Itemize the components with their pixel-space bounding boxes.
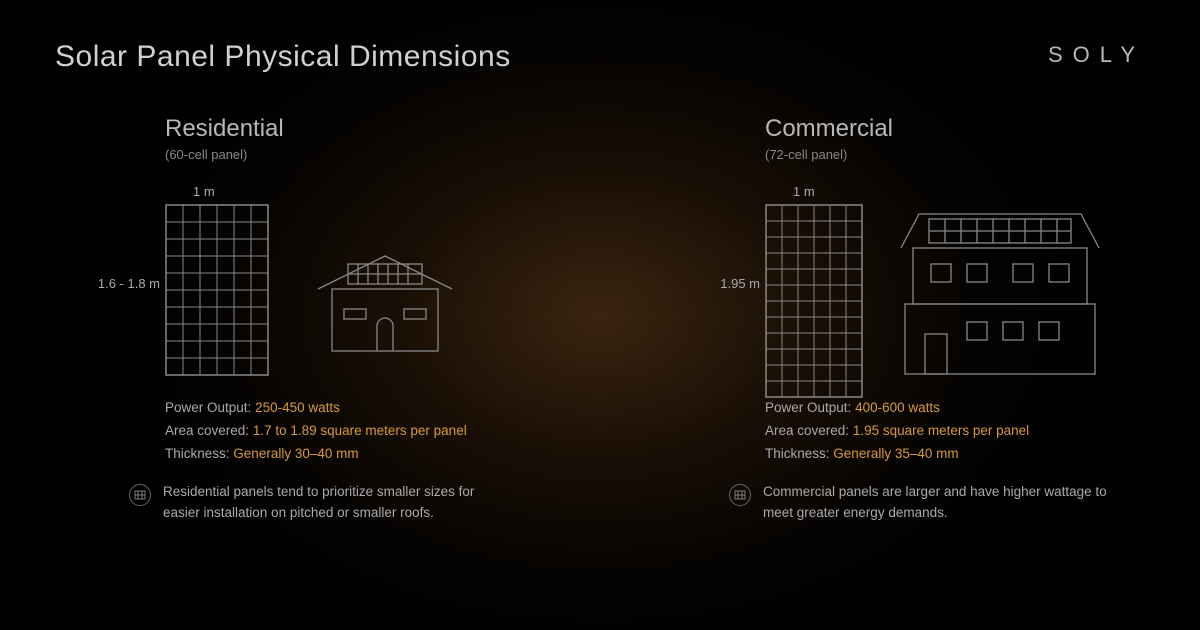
residential-width-label: 1 m [193,184,215,199]
residential-height-label: 1.6 - 1.8 m [70,276,160,291]
commercial-width-label: 1 m [793,184,815,199]
spec-label: Power Output: [765,400,851,415]
commercial-building-icon [895,206,1105,381]
residential-note: Residential panels tend to prioritize sm… [129,482,555,524]
house-icon [310,244,460,364]
commercial-subtitle: (72-cell panel) [765,147,1155,162]
spec-value: 1.95 square meters per panel [853,423,1029,438]
residential-diagram: 1 m 1.6 - 1.8 m [165,184,555,389]
residential-specs: Power Output: 250-450 watts Area covered… [165,397,555,466]
residential-title: Residential [165,115,555,143]
spec-label: Area covered: [765,423,849,438]
panel-badge-icon [129,484,151,506]
spec-value: Generally 35–40 mm [833,446,958,461]
residential-note-text: Residential panels tend to prioritize sm… [163,482,513,524]
commercial-note: Commercial panels are larger and have hi… [729,482,1155,524]
spec-value: 400-600 watts [855,400,940,415]
commercial-height-label: 1.95 m [670,276,760,291]
residential-column: Residential (60-cell panel) 1 m 1.6 - 1.… [0,115,600,524]
commercial-note-text: Commercial panels are larger and have hi… [763,482,1113,524]
residential-subtitle: (60-cell panel) [165,147,555,162]
spec-label: Thickness: [165,446,230,461]
spec-label: Thickness: [765,446,830,461]
commercial-panel-icon [765,204,863,398]
commercial-title: Commercial [765,115,1155,143]
comparison-columns: Residential (60-cell panel) 1 m 1.6 - 1.… [0,115,1200,524]
commercial-column: Commercial (72-cell panel) 1 m 1.95 m [600,115,1200,524]
spec-label: Power Output: [165,400,251,415]
residential-panel-icon [165,204,269,376]
spec-value: 250-450 watts [255,400,340,415]
commercial-diagram: 1 m 1.95 m [765,184,1155,389]
panel-badge-icon [729,484,751,506]
brand-logo: SOLY [1048,42,1145,68]
commercial-specs: Power Output: 400-600 watts Area covered… [765,397,1155,466]
page-title: Solar Panel Physical Dimensions [55,40,511,74]
spec-value: Generally 30–40 mm [233,446,358,461]
spec-value: 1.7 to 1.89 square meters per panel [253,423,467,438]
spec-label: Area covered: [165,423,249,438]
